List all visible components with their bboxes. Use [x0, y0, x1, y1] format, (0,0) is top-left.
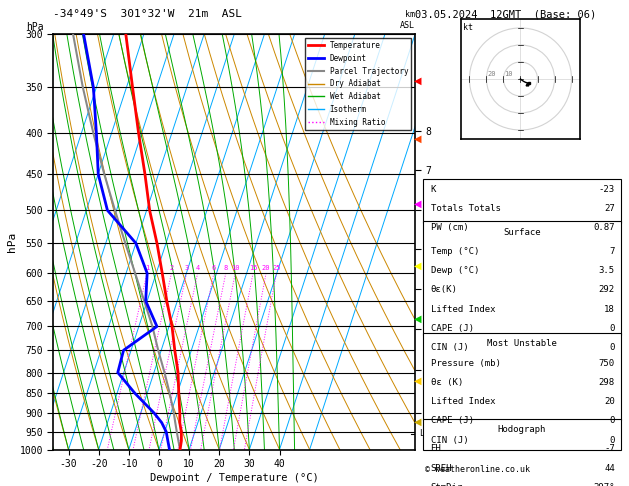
- Text: 0: 0: [610, 436, 615, 445]
- Text: 750: 750: [599, 359, 615, 367]
- Text: 0: 0: [610, 324, 615, 333]
- Text: 18: 18: [604, 305, 615, 314]
- Y-axis label: hPa: hPa: [7, 232, 17, 252]
- X-axis label: Dewpoint / Temperature (°C): Dewpoint / Temperature (°C): [150, 473, 319, 484]
- Text: 298: 298: [599, 378, 615, 387]
- Text: ◀: ◀: [414, 199, 421, 209]
- Text: ◀: ◀: [414, 376, 421, 386]
- Bar: [423, 178, 621, 223]
- Text: SREH: SREH: [431, 464, 452, 472]
- Text: -34°49'S  301°32'W  21m  ASL: -34°49'S 301°32'W 21m ASL: [53, 9, 242, 19]
- Text: 15: 15: [249, 265, 257, 271]
- Text: 7: 7: [610, 247, 615, 256]
- Bar: [423, 222, 621, 335]
- Text: © weatheronline.co.uk: © weatheronline.co.uk: [425, 465, 530, 474]
- Text: hPa: hPa: [26, 22, 44, 32]
- Text: 25: 25: [272, 265, 281, 271]
- Text: ◀: ◀: [414, 260, 421, 271]
- Text: Lifted Index: Lifted Index: [431, 305, 495, 314]
- Text: 3: 3: [184, 265, 189, 271]
- Text: Dewp (°C): Dewp (°C): [431, 266, 479, 275]
- Text: 4: 4: [196, 265, 200, 271]
- Bar: [423, 333, 621, 420]
- Text: StmDir: StmDir: [431, 483, 463, 486]
- Text: 10: 10: [231, 265, 240, 271]
- Text: Lifted Index: Lifted Index: [431, 397, 495, 406]
- Text: θε (K): θε (K): [431, 378, 463, 387]
- Text: θε(K): θε(K): [431, 285, 457, 295]
- Text: CIN (J): CIN (J): [431, 436, 468, 445]
- Text: km
ASL: km ASL: [400, 11, 415, 30]
- Text: 8: 8: [224, 265, 228, 271]
- Text: -23: -23: [599, 185, 615, 194]
- Text: ◀: ◀: [414, 76, 421, 86]
- Text: ◀: ◀: [414, 417, 421, 427]
- Bar: [423, 419, 621, 450]
- Text: Surface: Surface: [503, 227, 540, 237]
- Text: PW (cm): PW (cm): [431, 223, 468, 232]
- Text: 27: 27: [604, 204, 615, 213]
- Text: Totals Totals: Totals Totals: [431, 204, 501, 213]
- Text: EH: EH: [431, 444, 442, 453]
- Text: CIN (J): CIN (J): [431, 343, 468, 352]
- Text: Most Unstable: Most Unstable: [487, 339, 557, 348]
- Text: kt: kt: [464, 23, 474, 32]
- Text: Pressure (mb): Pressure (mb): [431, 359, 501, 367]
- Text: 2: 2: [169, 265, 174, 271]
- Text: ◀: ◀: [414, 133, 421, 143]
- Text: ◀: ◀: [414, 314, 421, 324]
- Text: CAPE (J): CAPE (J): [431, 324, 474, 333]
- Text: 03.05.2024  12GMT  (Base: 06): 03.05.2024 12GMT (Base: 06): [415, 9, 596, 19]
- Text: 1: 1: [145, 265, 149, 271]
- Text: CAPE (J): CAPE (J): [431, 417, 474, 425]
- Text: K: K: [431, 185, 436, 194]
- Text: 3.5: 3.5: [599, 266, 615, 275]
- Text: 292: 292: [599, 285, 615, 295]
- Text: 0: 0: [610, 343, 615, 352]
- Text: 297°: 297°: [593, 483, 615, 486]
- Text: 10: 10: [504, 71, 513, 77]
- Text: 20: 20: [487, 71, 496, 77]
- Text: -7: -7: [604, 444, 615, 453]
- Text: LCL: LCL: [419, 429, 434, 438]
- Text: Temp (°C): Temp (°C): [431, 247, 479, 256]
- Text: 44: 44: [604, 464, 615, 472]
- Text: 0.87: 0.87: [593, 223, 615, 232]
- Text: Mixing Ratio (g/kg): Mixing Ratio (g/kg): [442, 194, 450, 289]
- Text: 6: 6: [212, 265, 216, 271]
- Legend: Temperature, Dewpoint, Parcel Trajectory, Dry Adiabat, Wet Adiabat, Isotherm, Mi: Temperature, Dewpoint, Parcel Trajectory…: [305, 38, 411, 130]
- Text: 20: 20: [262, 265, 270, 271]
- Text: 0: 0: [610, 417, 615, 425]
- Text: 20: 20: [604, 397, 615, 406]
- Text: Hodograph: Hodograph: [498, 425, 546, 434]
